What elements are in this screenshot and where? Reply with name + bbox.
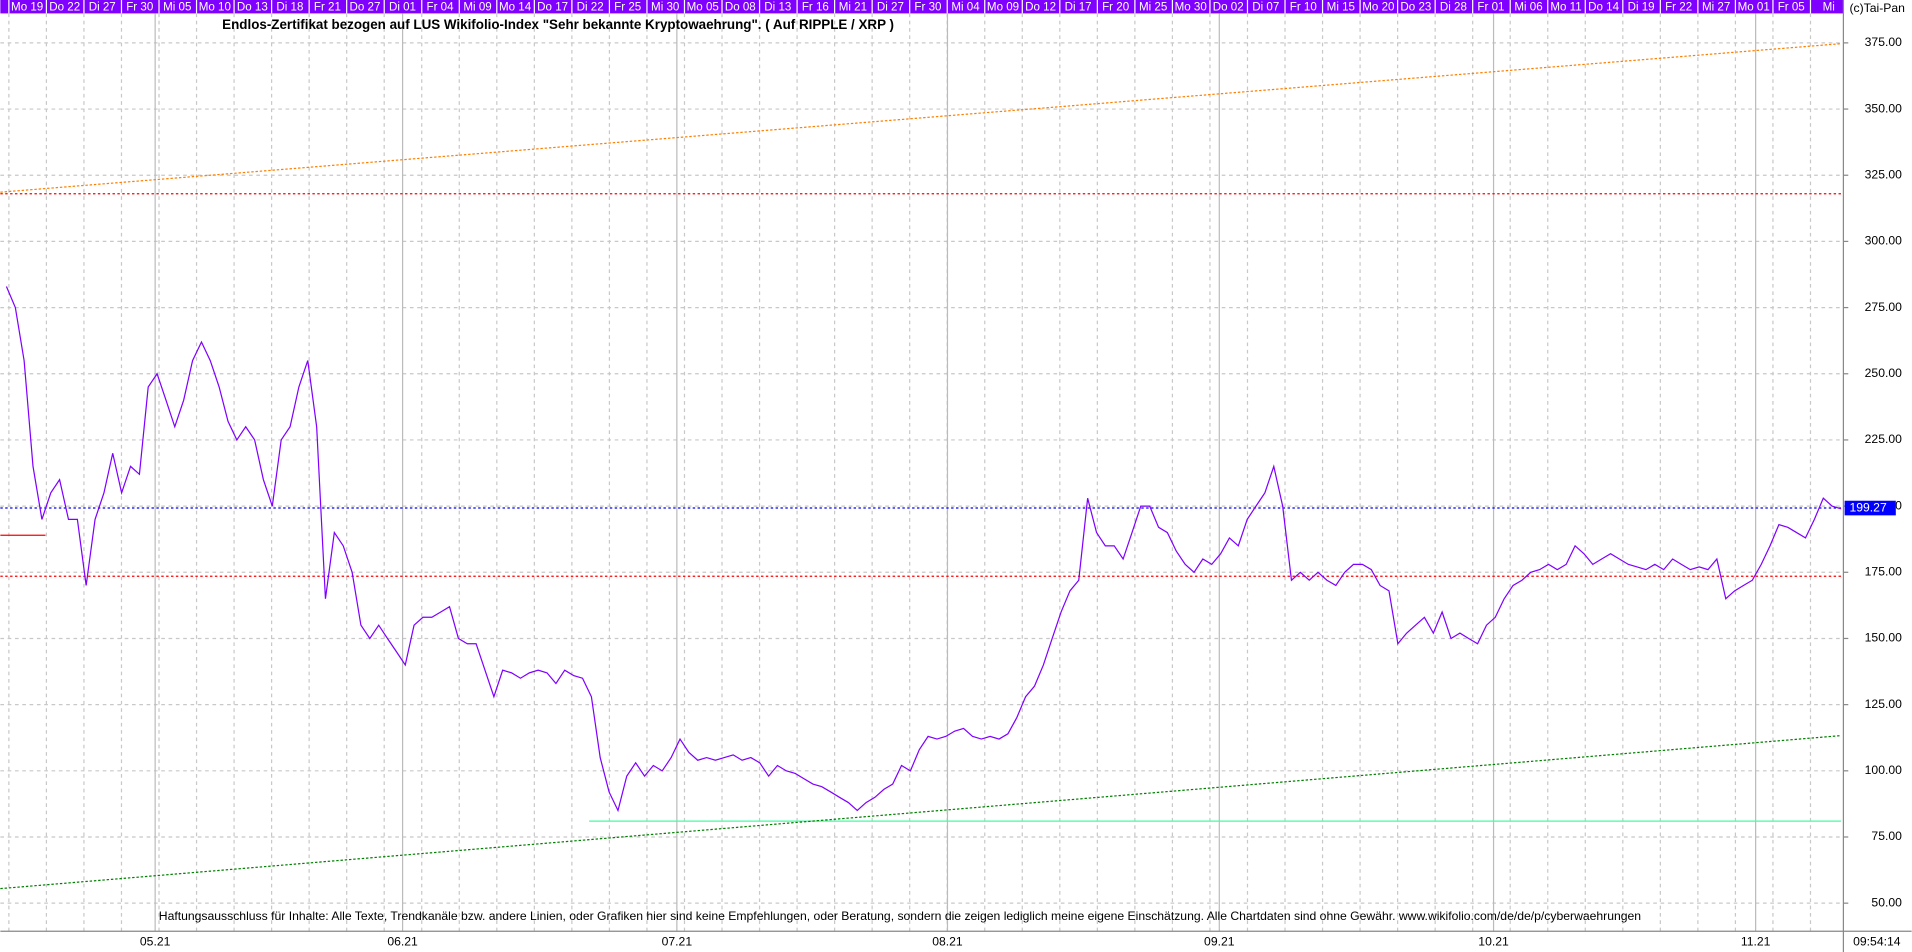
chart-title: Endlos-Zertifikat bezogen auf LUS Wikifo… xyxy=(222,17,894,32)
day-label: Mi 09 xyxy=(463,1,491,13)
day-label: Do 14 xyxy=(1588,1,1619,13)
y-tick-label: 300.00 xyxy=(1865,234,1902,248)
day-label: Fr 20 xyxy=(1102,1,1129,13)
time-label: 09:54:14 xyxy=(1853,934,1901,948)
y-tick-label: 150.00 xyxy=(1865,631,1902,645)
y-tick-label: 250.00 xyxy=(1865,366,1902,380)
y-tick-label: 100.00 xyxy=(1865,763,1902,777)
day-label: Mo 09 xyxy=(987,1,1019,13)
day-label: Di 01 xyxy=(389,1,416,13)
day-label: Mo 01 xyxy=(1738,1,1770,13)
day-label: Mo 30 xyxy=(1175,1,1207,13)
day-label: Mi 25 xyxy=(1139,1,1167,13)
y-tick-label: 175.00 xyxy=(1865,565,1902,579)
day-label: Do 02 xyxy=(1213,1,1244,13)
day-label: Mo 19 xyxy=(11,1,43,13)
y-tick-label: 125.00 xyxy=(1865,697,1902,711)
day-label: Mo 11 xyxy=(1550,1,1581,13)
x-tick-label: 07.21 xyxy=(662,934,693,948)
day-label: Mo 10 xyxy=(199,1,231,13)
day-label: Mo 14 xyxy=(499,1,532,13)
x-tick-label: 05.21 xyxy=(140,934,171,948)
day-label: Fr 30 xyxy=(914,1,941,13)
day-label: Fr 22 xyxy=(1665,1,1692,13)
day-label: Di 18 xyxy=(276,1,303,13)
day-label: Do 17 xyxy=(537,1,568,13)
day-label: Fr 04 xyxy=(427,1,455,13)
day-label: Fr 05 xyxy=(1778,1,1805,13)
day-label: Di 13 xyxy=(764,1,791,13)
y-tick-label: 75.00 xyxy=(1871,829,1902,843)
day-label: Mi 30 xyxy=(651,1,679,13)
day-label: Do 22 xyxy=(49,1,80,13)
day-label: Mi 04 xyxy=(951,1,980,13)
day-label: Mi 21 xyxy=(839,1,867,13)
y-tick-label: 350.00 xyxy=(1865,101,1902,115)
day-label: Fr 25 xyxy=(614,1,641,13)
day-label: Do 27 xyxy=(350,1,381,13)
x-tick-label: 08.21 xyxy=(932,934,963,948)
day-label: Mi xyxy=(1823,1,1835,13)
disclaimer: Haftungsausschluss für Inhalte: Alle Tex… xyxy=(159,909,1641,923)
day-label: Mo 05 xyxy=(687,1,719,13)
day-label: Mi 15 xyxy=(1327,1,1355,13)
trend-line xyxy=(0,43,1842,193)
price-line xyxy=(5,286,1842,813)
day-label: Di 07 xyxy=(1252,1,1279,13)
x-tick-label: 09.21 xyxy=(1204,934,1235,948)
x-tick-label: 11.21 xyxy=(1741,934,1771,948)
day-label: Mi 27 xyxy=(1702,1,1730,13)
day-label: Di 19 xyxy=(1628,1,1655,13)
day-label: Di 28 xyxy=(1440,1,1467,13)
trend-line xyxy=(0,734,1842,890)
day-label: Fr 21 xyxy=(314,1,341,13)
y-tick-label: 225.00 xyxy=(1865,432,1902,446)
day-label: Do 23 xyxy=(1400,1,1431,13)
day-label: Do 13 xyxy=(237,1,268,13)
y-tick-label: 275.00 xyxy=(1865,300,1902,314)
date-bar xyxy=(0,0,1844,14)
day-label: Do 12 xyxy=(1025,1,1056,13)
day-label: Fr 10 xyxy=(1290,1,1317,13)
day-label: Di 22 xyxy=(577,1,604,13)
last-value-label: 199.27 xyxy=(1849,500,1886,514)
day-label: Di 27 xyxy=(877,1,904,13)
day-label: Di 27 xyxy=(89,1,116,13)
day-label: Fr 01 xyxy=(1477,1,1504,13)
day-label: Do 08 xyxy=(725,1,756,13)
y-tick-label: 50.00 xyxy=(1871,895,1902,909)
last-value-box xyxy=(1844,500,1896,516)
day-label: Mi 05 xyxy=(163,1,191,13)
day-label: Mo 20 xyxy=(1362,1,1394,13)
day-label: Fr 16 xyxy=(802,1,829,13)
day-label: Fr 30 xyxy=(126,1,153,13)
x-tick-label: 10.21 xyxy=(1478,934,1509,948)
y-tick-label: 375.00 xyxy=(1865,35,1902,49)
x-tick-label: 06.21 xyxy=(387,934,418,948)
y-tick-label: 325.00 xyxy=(1865,167,1902,181)
copyright: (c)Tai-Pan xyxy=(1849,1,1904,15)
day-label: Mi 06 xyxy=(1514,1,1542,13)
day-label: Di 17 xyxy=(1065,1,1092,13)
